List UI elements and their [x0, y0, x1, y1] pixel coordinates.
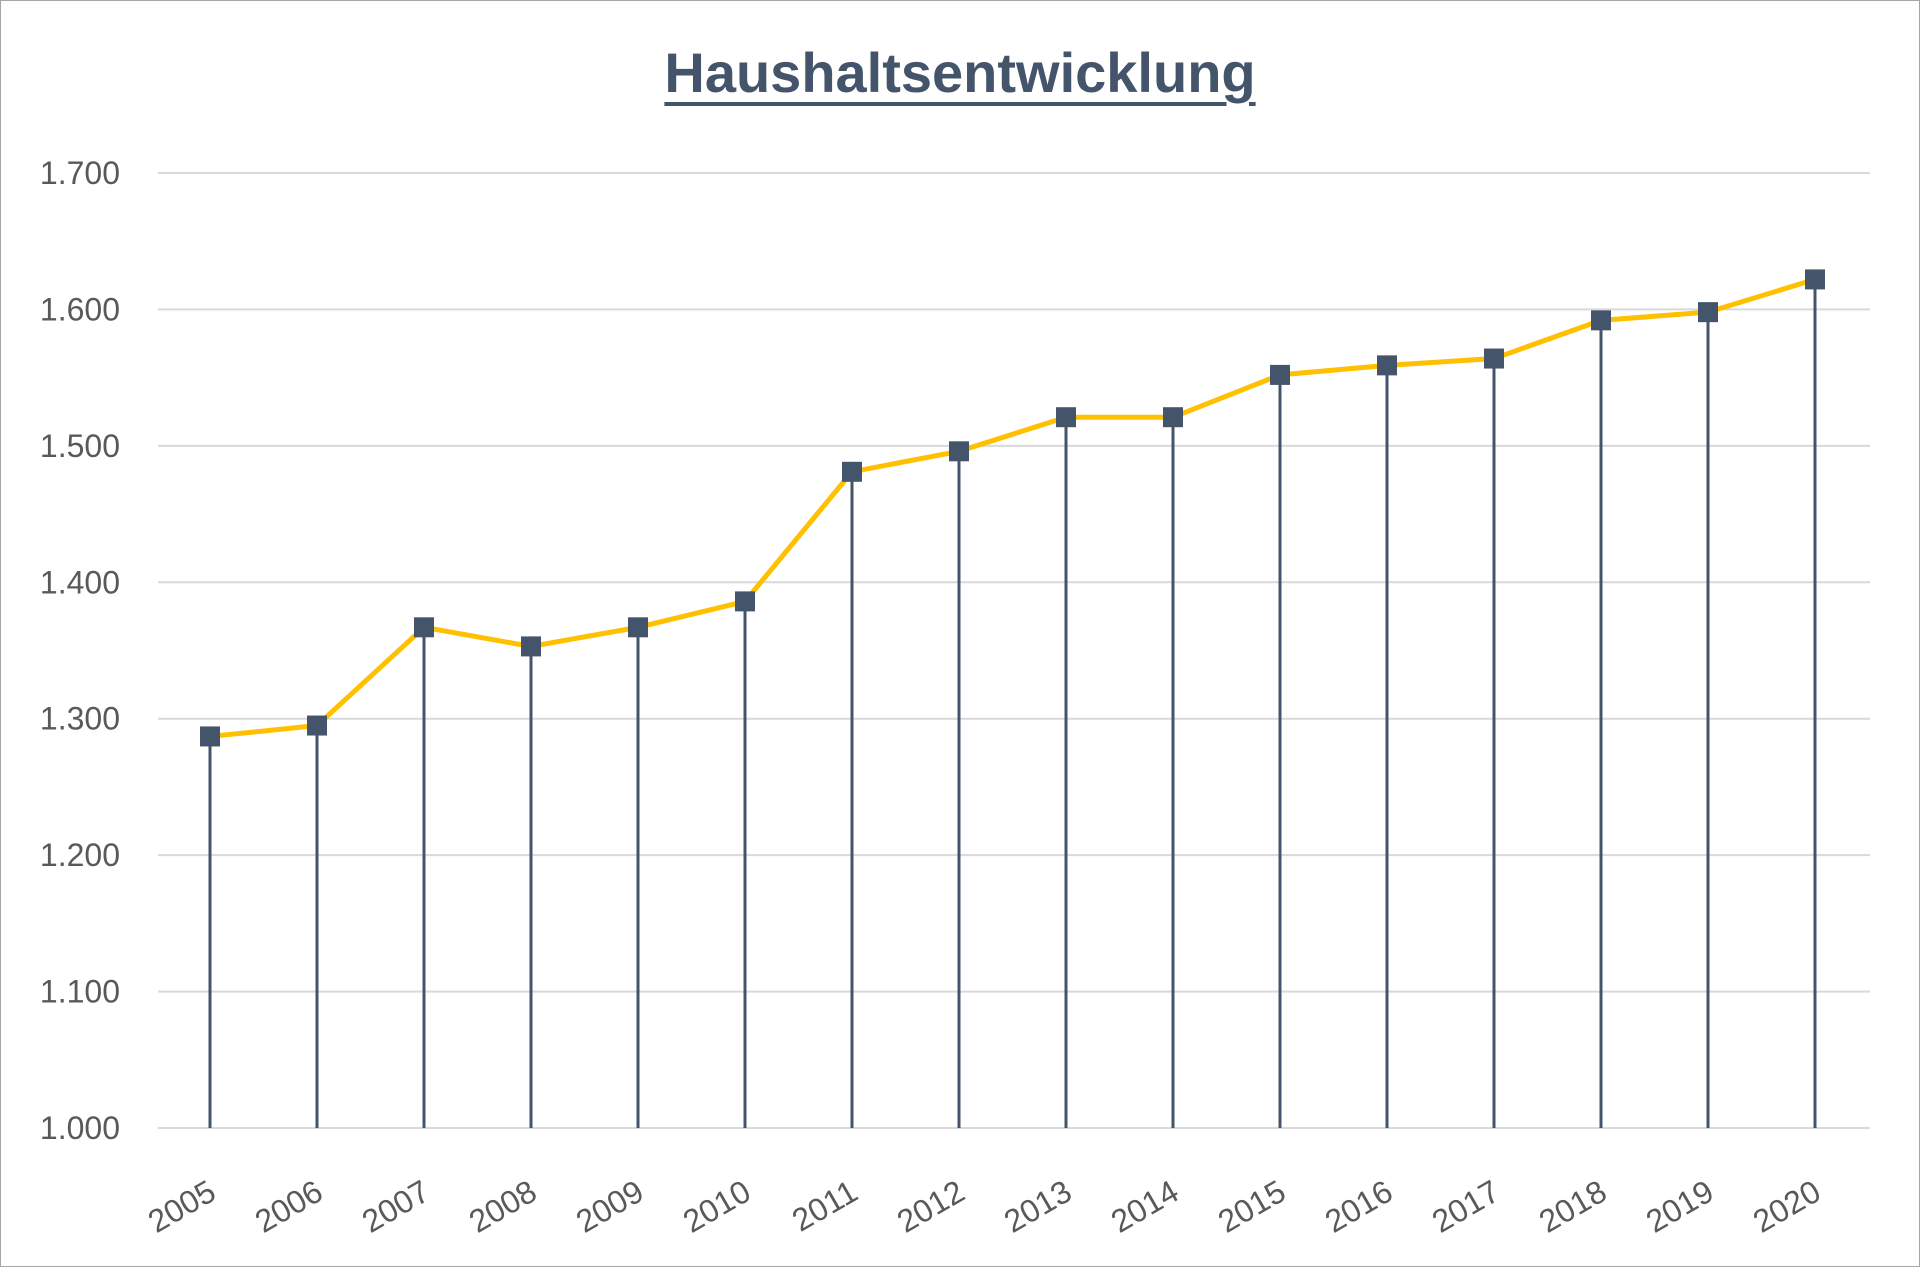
- data-point-marker: [1377, 355, 1397, 376]
- x-tick-label: 2013: [998, 1173, 1078, 1240]
- data-point-marker: [1056, 407, 1076, 428]
- x-tick-label: 2018: [1533, 1173, 1613, 1240]
- data-point-marker: [1270, 364, 1290, 385]
- data-point-marker: [628, 617, 648, 638]
- x-tick-label: 2007: [356, 1173, 436, 1240]
- data-point-marker: [200, 726, 220, 747]
- x-tick-label: 2010: [677, 1173, 757, 1240]
- y-tick-label: 1.100: [40, 974, 120, 1010]
- data-point-marker: [735, 591, 755, 612]
- x-tick-label: 2016: [1319, 1173, 1399, 1240]
- x-tick-label: 2017: [1426, 1173, 1506, 1240]
- y-tick-label: 1.700: [40, 155, 120, 191]
- x-tick-label: 2011: [786, 1173, 864, 1239]
- data-point-marker: [842, 461, 862, 482]
- data-markers: [200, 269, 1825, 747]
- y-tick-label: 1.300: [40, 701, 120, 737]
- x-tick-label: 2006: [249, 1173, 329, 1240]
- x-tick-label: 2005: [142, 1173, 222, 1240]
- x-tick-label: 2014: [1105, 1173, 1185, 1240]
- data-point-marker: [1805, 269, 1825, 290]
- y-tick-label: 1.000: [40, 1110, 120, 1146]
- x-tick-label: 2009: [570, 1173, 650, 1240]
- x-tick-label: 2020: [1747, 1173, 1827, 1240]
- y-tick-label: 1.500: [40, 428, 120, 464]
- gridlines: [158, 172, 1870, 1129]
- y-tick-label: 1.600: [40, 291, 120, 327]
- drop-lines: [208, 279, 1817, 1128]
- data-point-marker: [521, 636, 541, 657]
- series-line: [209, 277, 1816, 739]
- x-tick-label: 2019: [1640, 1173, 1720, 1240]
- y-tick-label: 1.200: [40, 837, 120, 873]
- y-tick-label: 1.400: [40, 564, 120, 600]
- x-tick-label: 2008: [463, 1173, 543, 1240]
- x-tick-label: 2015: [1212, 1173, 1292, 1240]
- x-axis-tick-labels: 2005 2006 2007 2008 2009 2010 2011 2012 2013 2014…: [142, 1173, 1827, 1240]
- data-point-marker: [414, 617, 434, 638]
- x-tick-label: 2012: [891, 1173, 971, 1240]
- data-point-marker: [1484, 348, 1504, 369]
- data-point-marker: [1163, 407, 1183, 428]
- data-point-marker: [307, 715, 327, 736]
- y-axis-tick-labels: 1.000 1.100 1.200 1.300 1.400 1.500 1.600 1.700: [40, 155, 120, 1146]
- data-point-marker: [949, 441, 969, 462]
- data-series: [209, 277, 1816, 739]
- data-point-marker: [1698, 302, 1718, 323]
- chart-title: Haushaltsentwicklung: [664, 41, 1256, 104]
- data-point-marker: [1591, 310, 1611, 331]
